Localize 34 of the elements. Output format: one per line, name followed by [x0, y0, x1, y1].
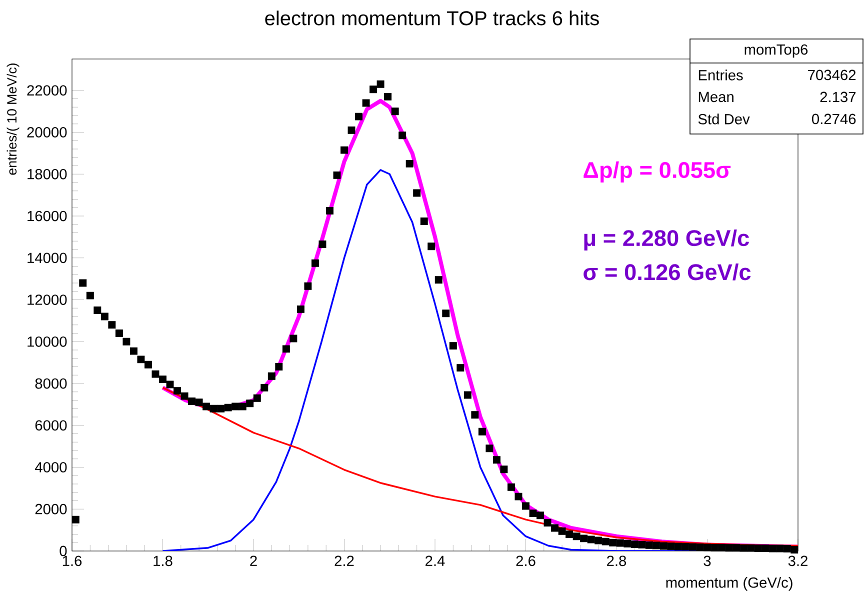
- x-tick-label: 3: [704, 556, 711, 566]
- text: 703462: [808, 70, 856, 80]
- text: 2.137: [820, 92, 856, 102]
- annotation: Mean: [698, 92, 734, 102]
- x-tick-label: 3.2: [788, 556, 808, 566]
- y-tick-label: 14000: [28, 252, 67, 264]
- y-tick-label: 16000: [28, 210, 67, 222]
- x-tick-label: 1.6: [62, 556, 82, 566]
- y-tick-label: 4000: [35, 462, 67, 472]
- y-tick-label: 22000: [27, 85, 67, 96]
- annotation: Std Dev: [698, 114, 750, 124]
- x-tick-label: 2.6: [516, 556, 536, 566]
- x-tick-label: 2.8: [607, 556, 626, 566]
- y-tick-label: 0: [60, 546, 67, 556]
- x-tick-label: 2.4: [426, 556, 445, 566]
- y-tick-label: 18000: [28, 168, 67, 180]
- text: momTop6: [744, 44, 808, 58]
- y-axis-title: entries/( 10 MeV/c): [6, 64, 20, 175]
- text: 0.2746: [812, 114, 856, 124]
- x-tick-label: 1.8: [154, 556, 172, 566]
- y-tick-label: 6000: [35, 420, 67, 431]
- annotation: Entries: [698, 70, 743, 80]
- y-tick-label: 12000: [28, 294, 67, 305]
- annotation: σ = 0.126 GeV/c: [584, 264, 751, 280]
- y-tick-label: 2000: [35, 504, 67, 514]
- y-tick-label: 20000: [27, 127, 67, 138]
- x-axis-title: momentum (GeV/c): [666, 577, 792, 591]
- annotation: Δp/p = 0.055σ: [584, 161, 731, 183]
- x-tick-label: 2: [250, 556, 257, 566]
- y-tick-label: 10000: [28, 336, 67, 347]
- annotation: μ = 2.280 GeV/c: [584, 229, 750, 250]
- y-tick-label: 8000: [35, 378, 67, 389]
- x-tick-label: 2.2: [334, 556, 354, 566]
- chart-title: electron momentum TOP tracks 6 hits: [265, 10, 599, 26]
